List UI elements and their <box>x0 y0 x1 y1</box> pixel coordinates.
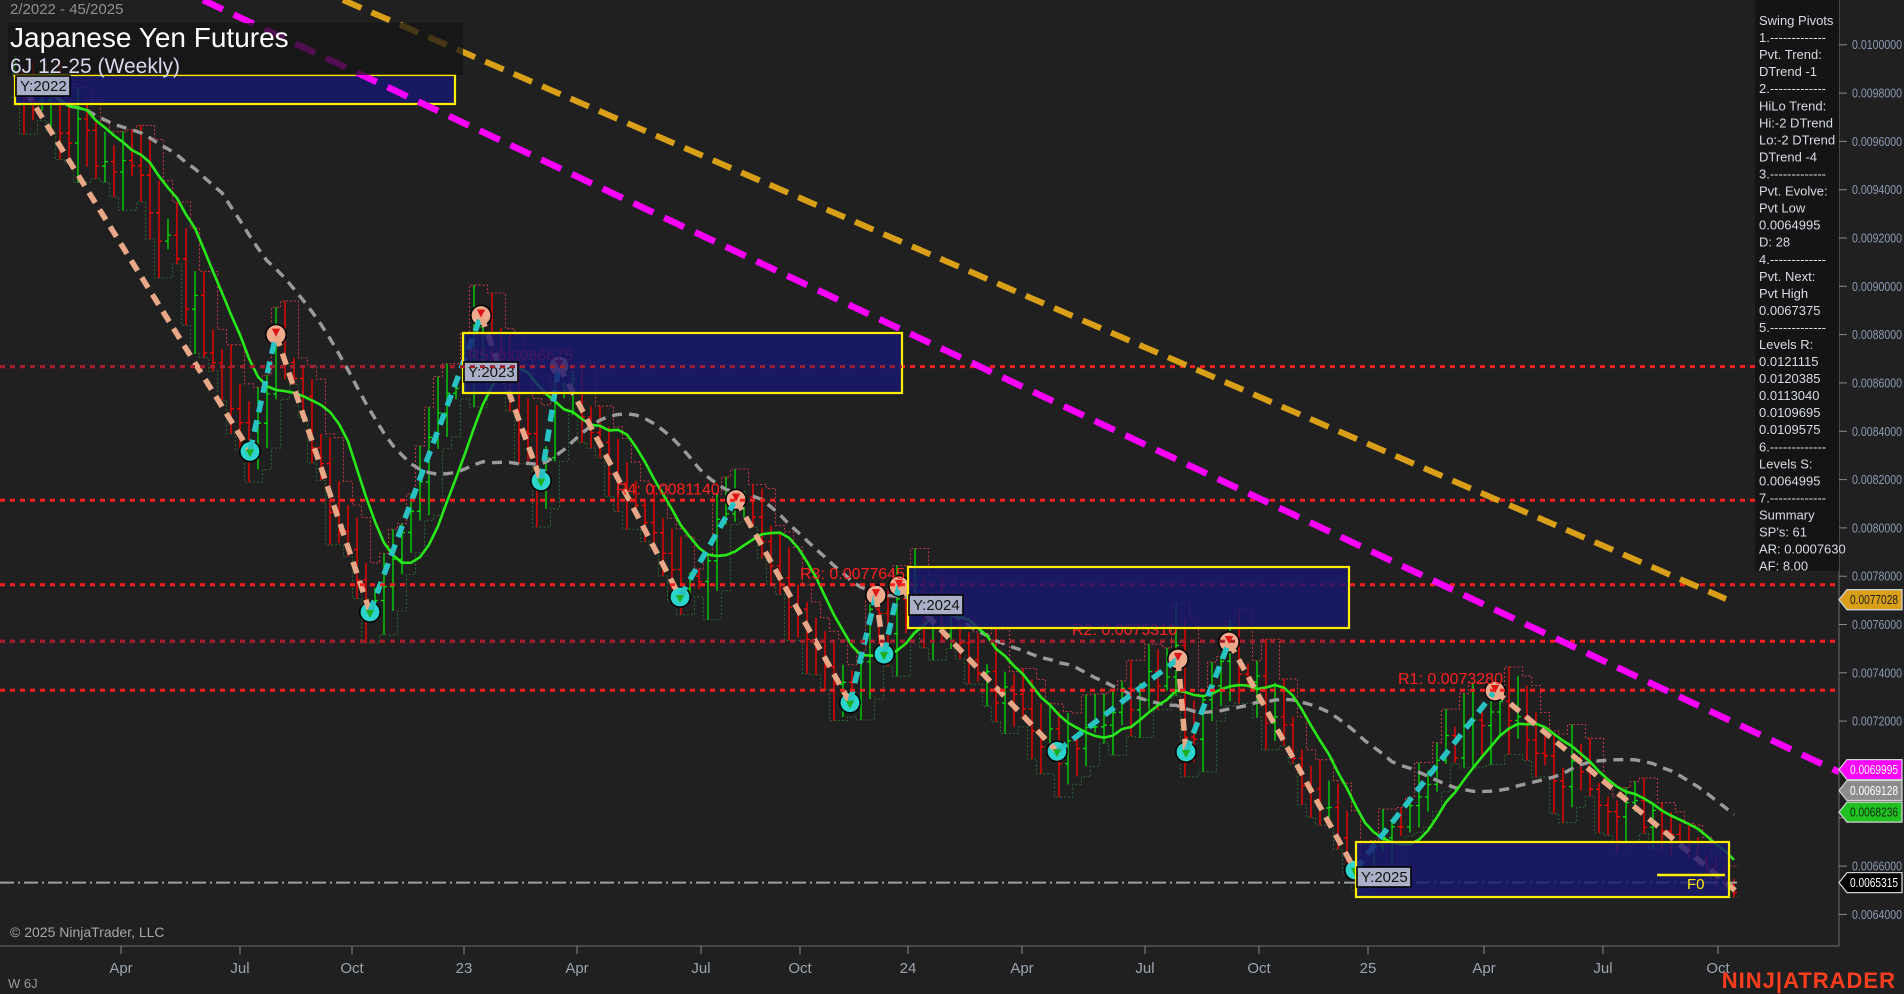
svg-text:25: 25 <box>1360 960 1377 977</box>
svg-text:0.0094000: 0.0094000 <box>1852 183 1902 197</box>
svg-text:Y:2024: Y:2024 <box>913 597 960 614</box>
svg-text:0.0066000: 0.0066000 <box>1852 860 1902 874</box>
svg-text:Lo:-2 DTrend: Lo:-2 DTrend <box>1759 132 1835 147</box>
svg-text:0.0082000: 0.0082000 <box>1852 473 1902 487</box>
svg-text:6.-------------: 6.------------- <box>1759 439 1826 454</box>
svg-text:Apr: Apr <box>1472 960 1495 977</box>
svg-text:0.0078000: 0.0078000 <box>1852 570 1902 584</box>
svg-text:0.0069995: 0.0069995 <box>1850 763 1898 777</box>
svg-text:Levels S:: Levels S: <box>1759 456 1812 471</box>
svg-text:© 2025 NinjaTrader, LLC: © 2025 NinjaTrader, LLC <box>10 924 165 940</box>
svg-text:5.-------------: 5.------------- <box>1759 320 1826 335</box>
svg-text:R4: 0.0081140: R4: 0.0081140 <box>616 481 720 498</box>
svg-text:0.0086000: 0.0086000 <box>1852 376 1902 390</box>
svg-text:7.-------------: 7.------------- <box>1759 491 1826 506</box>
svg-text:Y:2022: Y:2022 <box>20 78 67 95</box>
svg-text:23: 23 <box>456 960 473 977</box>
svg-text:0.0088000: 0.0088000 <box>1852 328 1902 342</box>
svg-text:SP's: 61: SP's: 61 <box>1759 525 1807 540</box>
svg-text:24: 24 <box>900 960 917 977</box>
svg-text:0.0092000: 0.0092000 <box>1852 232 1902 246</box>
svg-text:2.-------------: 2.------------- <box>1759 81 1826 96</box>
svg-text:0.0064995: 0.0064995 <box>1759 473 1820 488</box>
svg-text:Pvt Low: Pvt Low <box>1759 201 1806 216</box>
svg-text:0.0084000: 0.0084000 <box>1852 425 1902 439</box>
svg-text:0.0069128: 0.0069128 <box>1850 784 1898 798</box>
svg-text:Hi:-2 DTrend: Hi:-2 DTrend <box>1759 115 1833 130</box>
svg-text:W 6J: W 6J <box>8 976 38 991</box>
svg-text:0.0068236: 0.0068236 <box>1850 806 1898 820</box>
svg-text:R3: 0.0077645: R3: 0.0077645 <box>800 566 905 583</box>
svg-text:0.0100000: 0.0100000 <box>1852 38 1902 52</box>
svg-text:0.0096000: 0.0096000 <box>1852 135 1902 149</box>
svg-text:Pvt. Next:: Pvt. Next: <box>1759 269 1815 284</box>
svg-text:0.0120385: 0.0120385 <box>1759 371 1820 386</box>
svg-text:NINJ|ATRADER: NINJ|ATRADER <box>1722 968 1896 993</box>
svg-text:D: 28: D: 28 <box>1759 235 1790 250</box>
svg-text:Apr: Apr <box>565 960 588 977</box>
svg-text:0.0090000: 0.0090000 <box>1852 280 1902 294</box>
svg-text:0.0109695: 0.0109695 <box>1759 405 1820 420</box>
svg-text:0.0113040: 0.0113040 <box>1759 388 1820 403</box>
svg-text:HiLo Trend:: HiLo Trend: <box>1759 98 1826 113</box>
svg-text:0.0072000: 0.0072000 <box>1852 715 1902 729</box>
svg-text:0.0080000: 0.0080000 <box>1852 521 1902 535</box>
svg-text:1.-------------: 1.------------- <box>1759 30 1826 45</box>
svg-text:Pvt. Trend:: Pvt. Trend: <box>1759 47 1822 62</box>
svg-text:Levels R:: Levels R: <box>1759 337 1813 352</box>
svg-text:0.0077028: 0.0077028 <box>1850 593 1898 607</box>
svg-text:Oct: Oct <box>788 960 812 977</box>
svg-text:0.0067375: 0.0067375 <box>1759 303 1820 318</box>
svg-text:2/2022 - 45/2025: 2/2022 - 45/2025 <box>10 1 123 18</box>
svg-text:0.0065315: 0.0065315 <box>1850 876 1898 890</box>
svg-text:Oct: Oct <box>340 960 364 977</box>
svg-text:0.0098000: 0.0098000 <box>1852 87 1902 101</box>
svg-text:DTrend -1: DTrend -1 <box>1759 64 1817 79</box>
svg-text:R1: 0.0073280: R1: 0.0073280 <box>1398 671 1503 688</box>
svg-text:6J 12-25 (Weekly): 6J 12-25 (Weekly) <box>10 55 180 78</box>
svg-text:0.0121115: 0.0121115 <box>1759 354 1819 369</box>
svg-text:4.-------------: 4.------------- <box>1759 252 1826 267</box>
svg-text:Jul: Jul <box>691 960 710 977</box>
svg-text:Jul: Jul <box>230 960 249 977</box>
svg-text:DTrend -4: DTrend -4 <box>1759 150 1817 165</box>
svg-text:Y:2025: Y:2025 <box>1361 869 1408 886</box>
svg-text:Swing Pivots: Swing Pivots <box>1759 13 1834 28</box>
svg-text:Pvt High: Pvt High <box>1759 286 1808 301</box>
svg-text:AR: 0.0007630: AR: 0.0007630 <box>1759 542 1846 557</box>
svg-text:Summary: Summary <box>1759 508 1815 523</box>
svg-text:AF: 8.00: AF: 8.00 <box>1759 559 1808 574</box>
svg-text:0.0064000: 0.0064000 <box>1852 908 1902 922</box>
svg-text:Oct: Oct <box>1247 960 1271 977</box>
svg-text:Jul: Jul <box>1135 960 1154 977</box>
svg-text:0.0076000: 0.0076000 <box>1852 618 1902 632</box>
svg-text:0.0074000: 0.0074000 <box>1852 666 1902 680</box>
svg-text:Pvt. Evolve:: Pvt. Evolve: <box>1759 184 1828 199</box>
svg-text:Apr: Apr <box>109 960 132 977</box>
svg-text:0.0064995: 0.0064995 <box>1759 218 1820 233</box>
svg-text:F0: F0 <box>1687 876 1705 893</box>
svg-text:Japanese Yen Futures: Japanese Yen Futures <box>10 22 289 53</box>
svg-text:Jul: Jul <box>1593 960 1612 977</box>
svg-text:3.-------------: 3.------------- <box>1759 167 1826 182</box>
svg-text:Apr: Apr <box>1010 960 1033 977</box>
svg-text:0.0109575: 0.0109575 <box>1759 422 1820 437</box>
